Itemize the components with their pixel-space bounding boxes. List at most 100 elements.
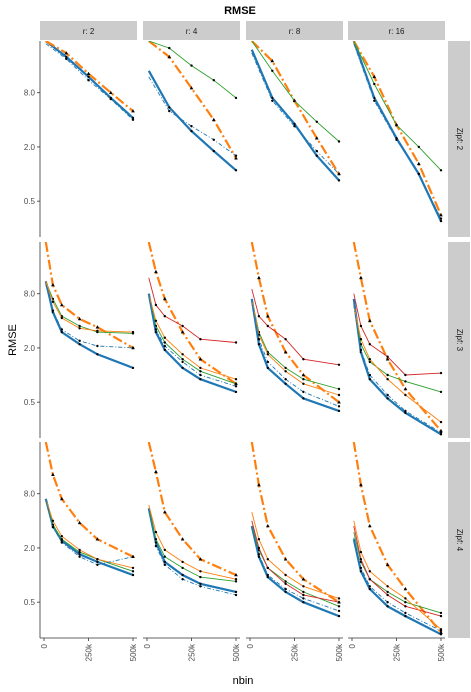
panel-bg	[143, 41, 240, 237]
data-point	[404, 605, 407, 608]
series-line-thick-blue	[147, 508, 237, 593]
row-strip-bg	[448, 242, 470, 438]
data-point	[131, 330, 135, 334]
data-point	[60, 496, 64, 501]
data-point	[337, 179, 341, 182]
series-line-thin-orange	[251, 511, 340, 599]
data-point	[86, 71, 91, 75]
panel-bg	[246, 442, 343, 638]
data-point	[131, 118, 135, 122]
panel	[40, 242, 137, 438]
data-point	[368, 358, 371, 361]
data-point	[60, 330, 63, 334]
data-point	[154, 319, 158, 322]
data-point	[302, 378, 305, 381]
data-point	[95, 537, 100, 541]
x-axis-title: nbin	[233, 675, 254, 687]
data-point	[78, 327, 81, 330]
panel	[348, 242, 445, 438]
data-point	[368, 570, 371, 573]
data-point	[87, 75, 90, 79]
row-strip: Zipf: 3	[448, 242, 470, 438]
data-point	[198, 357, 203, 361]
y-tick-label: 8.0	[24, 490, 36, 499]
y-tick-label: 2.0	[24, 544, 36, 553]
data-point	[302, 590, 305, 594]
data-point	[359, 550, 363, 554]
row-strip-label: Zipf: 3	[455, 329, 464, 352]
data-point	[337, 601, 341, 604]
data-point	[283, 350, 288, 354]
series-line-thick-orange-dash	[147, 242, 237, 385]
data-point	[404, 411, 407, 415]
data-point	[198, 557, 203, 561]
series-line-thin-green	[251, 525, 340, 607]
panel-series	[352, 41, 443, 223]
panel-series	[352, 242, 443, 436]
data-point	[337, 597, 341, 600]
series-line-thin-dotted	[251, 52, 340, 175]
data-point	[337, 393, 341, 397]
series-line-thin-red	[251, 288, 340, 366]
data-point	[78, 550, 81, 554]
data-point	[64, 51, 68, 55]
data-point	[109, 90, 113, 94]
column-strip-bg	[348, 21, 445, 40]
data-point	[302, 597, 305, 600]
series-line-thin-green	[45, 498, 134, 572]
data-point	[439, 420, 443, 424]
data-point	[199, 378, 202, 381]
data-point	[302, 601, 305, 604]
data-point	[181, 578, 184, 581]
x-tick-label: 0	[348, 643, 357, 648]
x-tick-label: 500k	[437, 643, 446, 661]
data-point	[131, 555, 135, 558]
data-point	[60, 538, 63, 541]
data-point	[131, 566, 135, 570]
data-point	[65, 55, 68, 59]
panels	[40, 41, 445, 638]
data-point	[199, 575, 202, 579]
panel-series	[147, 442, 238, 597]
panel-bg	[40, 242, 137, 438]
data-point	[359, 275, 363, 280]
y-axis-title: RMSE	[7, 324, 19, 356]
data-point	[302, 585, 305, 588]
data-point	[257, 546, 261, 550]
data-point	[368, 343, 371, 346]
data-point	[51, 283, 55, 287]
series-line-thin-orange	[353, 304, 442, 423]
panel	[143, 41, 240, 237]
data-point	[284, 338, 287, 341]
data-point	[271, 96, 274, 100]
data-point	[96, 344, 99, 348]
data-point	[386, 397, 389, 400]
row-strip: Zipf: 2	[448, 41, 470, 237]
data-point	[163, 348, 166, 352]
row-strip-label: Zipf: 4	[455, 529, 464, 552]
data-point	[284, 582, 287, 585]
data-point	[257, 553, 261, 556]
series-line-thin-dotted	[148, 293, 237, 387]
panel-bg	[143, 242, 240, 438]
data-point	[234, 390, 238, 394]
data-point	[337, 400, 341, 404]
data-point	[386, 593, 389, 597]
data-point	[266, 314, 270, 318]
data-point	[163, 548, 166, 552]
data-point	[181, 573, 184, 577]
data-point	[359, 338, 363, 341]
y-tick-label: 0.5	[24, 197, 36, 206]
data-point	[163, 555, 166, 558]
data-point	[439, 213, 443, 217]
data-point	[373, 82, 376, 86]
data-point	[439, 611, 443, 615]
data-point	[163, 344, 166, 348]
data-point	[385, 357, 390, 361]
data-point	[96, 560, 99, 564]
data-point	[404, 409, 407, 413]
data-point	[163, 341, 166, 344]
data-point	[51, 300, 55, 303]
panel-series	[147, 242, 238, 394]
